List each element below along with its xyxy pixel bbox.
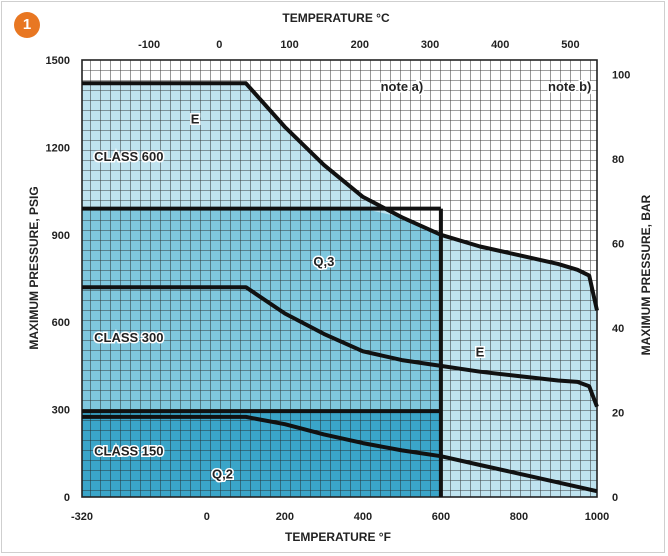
bottom-tick-label: 0 [204, 511, 210, 523]
left-tick-label: 1500 [46, 55, 70, 67]
right-tick-label: 40 [612, 323, 624, 335]
right-tick-label: 20 [612, 407, 624, 419]
right-tick-label: 100 [612, 69, 630, 81]
top-tick-label: 200 [351, 39, 369, 51]
top-tick-label: 100 [280, 39, 298, 51]
right-tick-label: 60 [612, 238, 624, 250]
bottom-tick-label: 1000 [585, 511, 609, 523]
chart-grid [81, 59, 598, 498]
left-tick-label: 900 [52, 230, 70, 242]
annotation-label: note b) [548, 79, 591, 94]
top-axis-label: TEMPERATURE °C [282, 11, 390, 25]
bottom-tick-label: 200 [276, 511, 294, 523]
annotation-label: Q,2 [212, 467, 233, 482]
annotation-label: E [476, 344, 485, 359]
step-badge: 1 [14, 12, 40, 38]
annotation-label: CLASS 600 [94, 149, 163, 164]
chart-annotations: E CLASS 600 Q,3 CLASS 300 E CLASS 150 Q,2 note … [93, 78, 593, 483]
top-tick-label: 400 [491, 39, 509, 51]
annotation-label: note a) [381, 79, 424, 94]
bottom-tick-label: 400 [354, 511, 372, 523]
left-tick-label: 1200 [46, 142, 70, 154]
top-tick-label: 0 [216, 39, 222, 51]
left-axis-label: MAXIMUM PRESSURE, PSIG [27, 186, 41, 349]
bottom-tick-label: -320 [71, 511, 93, 523]
series-line-2 [82, 414, 598, 494]
left-tick-label: 300 [52, 405, 70, 417]
right-axis-label: MAXIMUM PRESSURE, BAR [639, 194, 653, 355]
chart-axes: -320 0 200 400 600 800 1000-100 0 100 200 300 400 50… [46, 39, 631, 523]
bottom-axis-label: TEMPERATURE °F [285, 530, 391, 544]
top-tick-label: 300 [421, 39, 439, 51]
right-tick-label: 80 [612, 154, 624, 166]
rating-lines [82, 81, 599, 497]
annotation-label: Q,3 [313, 254, 334, 269]
top-tick-label: -100 [138, 39, 160, 51]
plot-border [81, 59, 598, 498]
right-tick-label: 0 [612, 492, 618, 504]
annotation-label: CLASS 150 [94, 443, 163, 458]
bottom-tick-label: 600 [432, 511, 450, 523]
annotation-label: CLASS 300 [94, 330, 163, 345]
grid-mesh [82, 60, 597, 497]
left-tick-label: 600 [52, 317, 70, 329]
bottom-tick-label: 800 [510, 511, 528, 523]
annotation-label: E [191, 111, 200, 126]
left-tick-label: 0 [64, 492, 70, 504]
top-tick-label: 500 [561, 39, 579, 51]
